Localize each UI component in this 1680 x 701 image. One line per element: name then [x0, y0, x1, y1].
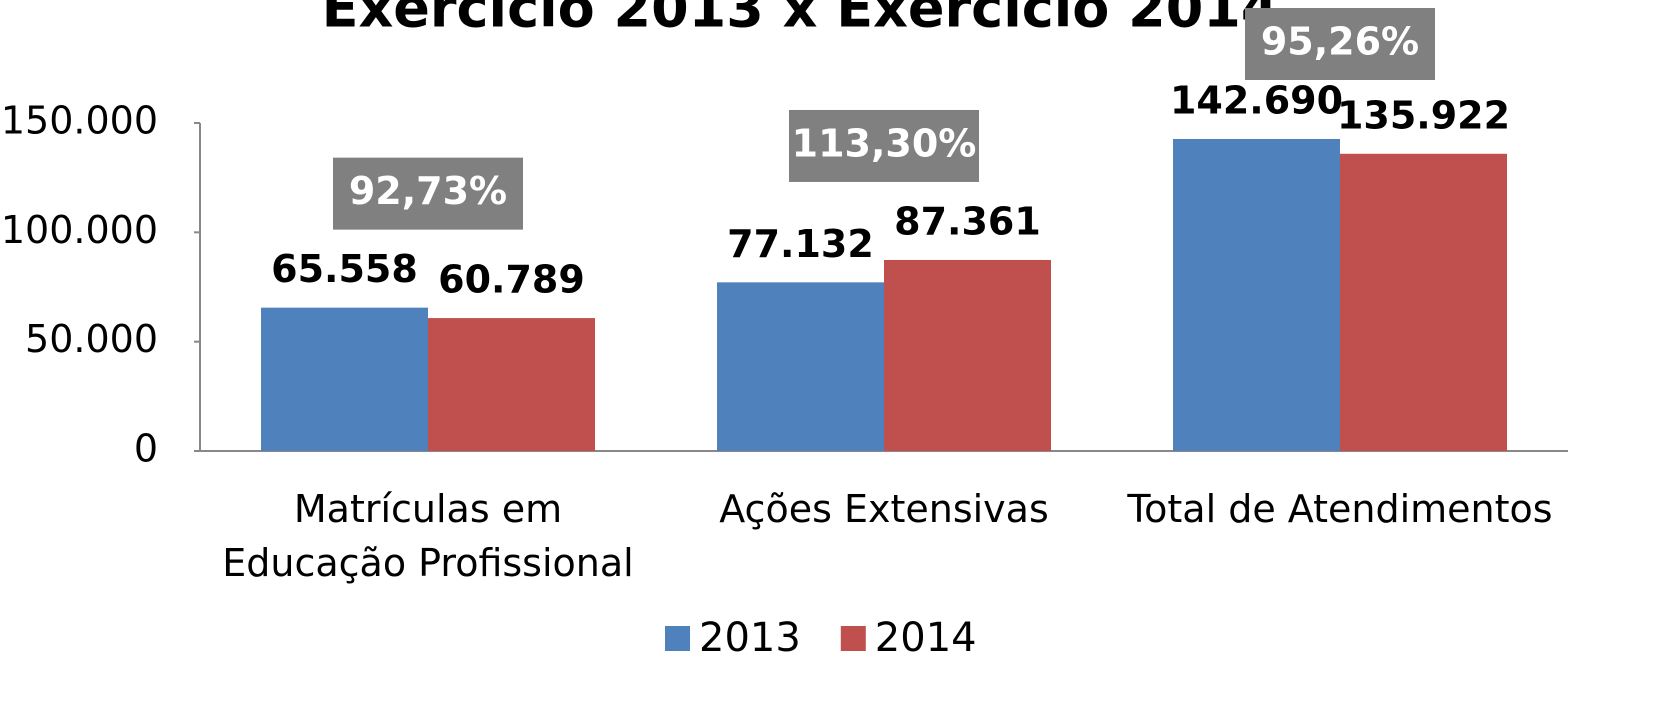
chart-title: Exercício 2013 x Exercício 2014: [322, 0, 1279, 40]
y-tick-label: 100.000: [1, 208, 158, 252]
bar: [717, 282, 884, 451]
data-label: 65.558: [271, 247, 418, 291]
data-label: 135.922: [1337, 93, 1510, 137]
bar: [1340, 153, 1507, 452]
data-label: 142.690: [1170, 78, 1343, 122]
bar: [1173, 138, 1340, 451]
annotation-box: [789, 109, 979, 182]
legend-swatch: [665, 626, 690, 651]
bar: [884, 259, 1051, 451]
bar: [261, 307, 428, 451]
data-label: 87.361: [894, 199, 1041, 243]
data-label: 60.789: [438, 258, 585, 302]
annotation-box: [333, 157, 523, 230]
x-tick-label: Matrículas em Educação Profissional: [222, 487, 634, 585]
legend-swatch: [840, 626, 866, 651]
y-tick-label: 0: [134, 427, 158, 471]
x-tick-label: Ações Extensivas: [719, 487, 1049, 531]
y-tick-label: 150.000: [1, 99, 158, 143]
x-tick-label: Total de Atendimentos: [1127, 487, 1553, 531]
legend-label: 2014: [875, 615, 977, 661]
annotation-box: [1245, 8, 1435, 80]
legend-label: 2013: [699, 615, 801, 661]
annotation: 92,73%: [349, 169, 507, 213]
annotation: 95,26%: [1261, 20, 1419, 64]
annotation: 113,30%: [792, 121, 977, 165]
bar: [428, 318, 595, 451]
y-tick-label: 50.000: [25, 317, 158, 361]
data-label: 77.132: [727, 222, 874, 266]
